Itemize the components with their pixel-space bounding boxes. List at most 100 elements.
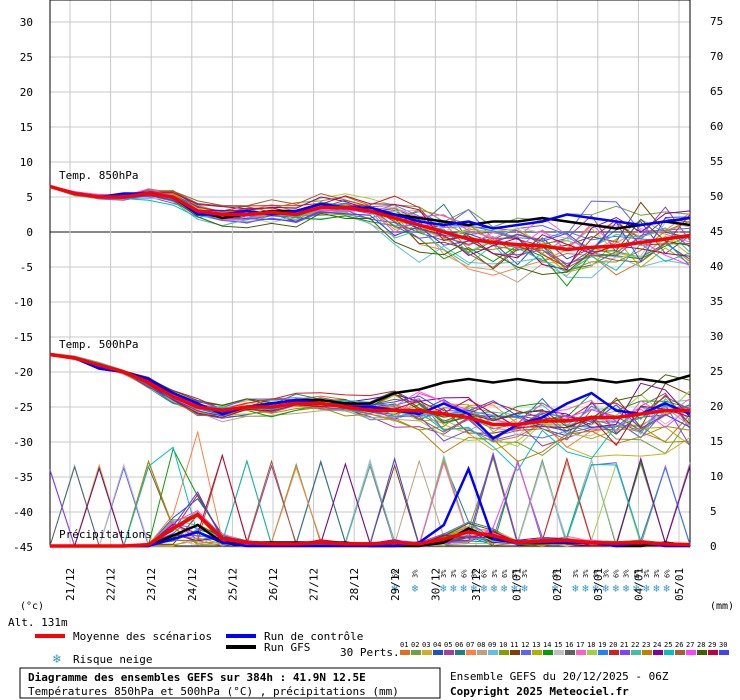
snow-risk-pct: 3%: [552, 569, 560, 578]
snow-risk-pct: 3%: [491, 569, 499, 578]
run-de-contr-le-t500-line: [49, 353, 691, 441]
left-tick-label: 25: [20, 51, 33, 64]
snow-risk-pct: 6%: [460, 569, 468, 578]
right-tick-label: 75: [710, 15, 723, 28]
snow-risk-pct: 6%: [391, 569, 399, 578]
snow-risk-pct: 6%: [481, 569, 489, 578]
x-date-label: 01/01: [511, 568, 524, 601]
perturbation-legend-label: 19: [598, 641, 606, 649]
right-unit-label: (mm): [710, 601, 734, 612]
snowflake-icon: ❄: [552, 582, 559, 595]
perturbation-legend-swatch: [510, 650, 520, 655]
perturbation-count: 30 Perts.: [340, 646, 400, 659]
snowflake-icon: ❄: [653, 582, 660, 595]
perturbation-legend-swatch: [400, 650, 410, 655]
right-tick-label: 50: [710, 190, 723, 203]
perturbation-legend-swatch: [675, 650, 685, 655]
perturbation-legend-label: 09: [488, 641, 496, 649]
perturbation-legend-label: 02: [411, 641, 419, 649]
main-series-lines: [49, 184, 691, 548]
perturbation-legend-label: 21: [620, 641, 628, 649]
snowflake-icon: ❄: [572, 582, 579, 595]
perturbation-legend-swatch: [565, 650, 575, 655]
snow-risk-pct: 3%: [643, 569, 651, 578]
perturbation-legend-label: 18: [587, 641, 595, 649]
perturbation-legend-label: 11: [510, 641, 518, 649]
x-date-label: 03/01: [592, 568, 605, 601]
right-tick-label: 30: [710, 330, 723, 343]
perturbation-legend-label: 23: [642, 641, 650, 649]
legend-gfs-label: Run GFS: [264, 641, 310, 654]
x-date-label: 24/12: [186, 568, 199, 601]
footer-title: Diagramme des ensembles GEFS sur 384h : …: [28, 671, 366, 684]
footer-copyright: Copyright 2025 Meteociel.fr: [450, 685, 629, 698]
perturbation-legend-swatch: [554, 650, 564, 655]
right-tick-label: 65: [710, 85, 723, 98]
snow-risk-pct: 3%: [653, 569, 661, 578]
perturbation-legend-label: 15: [554, 641, 562, 649]
snowflake-icon: ❄: [412, 582, 419, 595]
left-tick-label: -10: [13, 296, 33, 309]
moyenne-des-sc-narios-t500-line: [49, 352, 690, 427]
altitude-label: Alt. 131m: [8, 616, 68, 629]
perturbation-legend-swatch: [488, 650, 498, 655]
snow-risk-pct: 6%: [633, 569, 641, 578]
perturbation-legend-label: 14: [543, 641, 551, 649]
perturbation-legend-swatch: [631, 650, 641, 655]
snowflake-icon: ❄: [440, 582, 447, 595]
snowflake-icon: ❄: [481, 582, 488, 595]
left-unit-label: (°c): [20, 601, 44, 612]
left-tick-label: 15: [20, 121, 33, 134]
perturbation-legend-swatch: [466, 650, 476, 655]
snow-risk-pct: 6%: [663, 569, 671, 578]
footer-run: Ensemble GEFS du 20/12/2025 - 06Z: [450, 670, 669, 683]
x-date-labels: 21/12 22/12 23/12 24/12 25/12 26/12 27/12 28/12…: [64, 568, 686, 601]
right-tick-label: 20: [710, 400, 723, 413]
snowflake-icon: ❄: [592, 582, 599, 595]
perturbation-legend-label: 26: [675, 641, 683, 649]
x-date-label: 02/01: [551, 568, 564, 601]
perturbation-legend-label: 04: [433, 641, 441, 649]
perturbation-legend-swatch: [708, 650, 718, 655]
snowflake-icon: ❄: [613, 582, 620, 595]
snow-risk-markers: 6%❄3%❄3%❄3%❄6%❄3%❄6%❄3%❄6%❄3%❄3%❄3%❄3%❄3…: [391, 569, 671, 595]
legend: Moyenne des scénarios Run de contrôle Ru…: [35, 630, 363, 667]
perturbation-legend-swatch: [587, 650, 597, 655]
perturbation-legend-label: 10: [499, 641, 507, 649]
perturbation-legend-label: 16: [565, 641, 573, 649]
perturbation-legend-swatch: [532, 650, 542, 655]
right-tick-label: 5: [710, 505, 717, 518]
perturbation-legend-label: 08: [477, 641, 485, 649]
left-tick-label: -25: [13, 401, 33, 414]
chart-grid: [49, 0, 691, 548]
perturbation-legend-swatch: [444, 650, 454, 655]
chart-axes: 302520151050-5-10-15-20-25-30-35-40-4575…: [13, 15, 723, 554]
perturbation-30-t850-line: [49, 186, 691, 263]
snow-risk-pct: 3%: [450, 569, 458, 578]
x-date-label: 25/12: [226, 568, 239, 601]
perturbation-legend-swatch: [598, 650, 608, 655]
left-tick-label: 5: [26, 191, 33, 204]
perturbation-legend-swatch: [521, 650, 531, 655]
snowflake-icon: ❄: [521, 582, 528, 595]
perturbation-legend-swatch: [686, 650, 696, 655]
left-tick-label: 30: [20, 16, 33, 29]
perturbation-legend-swatch: [719, 650, 729, 655]
snowflake-icon: ❄: [633, 582, 640, 595]
perturbation-legend-swatch: [477, 650, 487, 655]
snowflake-icon: ❄: [450, 582, 457, 595]
legend-snow-label: Risque neige: [73, 653, 152, 666]
snow-risk-pct: 3%: [470, 569, 478, 578]
precip-panel-label: Précipitations: [59, 528, 152, 541]
perturbation-legend-label: 01: [400, 641, 408, 649]
x-date-label: 30/12: [429, 568, 442, 601]
snowflake-icon: ❄: [582, 582, 589, 595]
perturbation-legend-swatch: [653, 650, 663, 655]
perturbation-legend-swatch: [642, 650, 652, 655]
right-tick-label: 45: [710, 225, 723, 238]
x-date-label: 23/12: [145, 568, 158, 601]
x-date-label: 29/12: [389, 568, 402, 601]
x-date-label: 28/12: [348, 568, 361, 601]
perturbation-legend-label: 06: [455, 641, 463, 649]
left-tick-label: -5: [20, 261, 33, 274]
